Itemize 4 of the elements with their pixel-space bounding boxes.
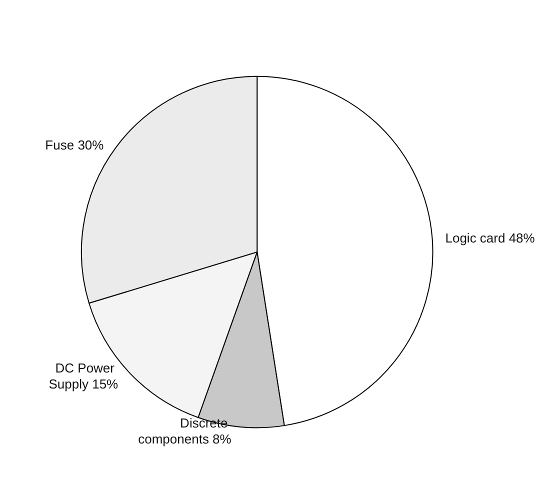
slice-label: Fuse 30% [45,138,104,153]
slice-label: DC Power Supply 15% [48,360,119,392]
slice-label: Logic card 48% [445,230,536,246]
slice-label: Discrete components 8% [138,415,232,446]
